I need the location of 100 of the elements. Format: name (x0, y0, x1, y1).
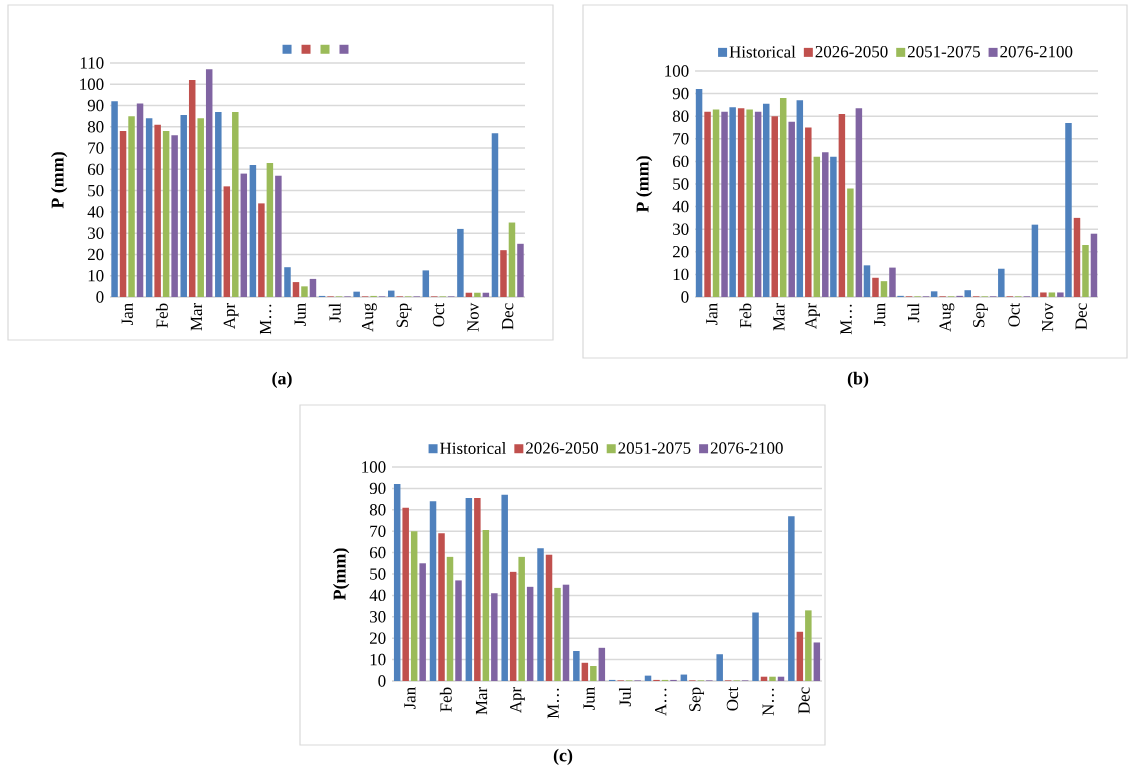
y-tick-label: 80 (87, 121, 104, 133)
bar (754, 111, 762, 297)
x-tick-label: M… (259, 304, 272, 335)
bar (111, 101, 118, 297)
bar (402, 507, 409, 681)
y-tick-label: 20 (369, 632, 386, 644)
bar (581, 662, 589, 681)
bar (573, 651, 580, 681)
y-tick-label: 20 (87, 248, 104, 261)
bar (128, 116, 135, 297)
x-tick-label: Sep (689, 687, 705, 712)
y-tick-label: 50 (370, 568, 386, 580)
bar (249, 165, 257, 297)
bar (275, 175, 282, 297)
bar (162, 131, 170, 297)
bar (889, 267, 896, 297)
bar (258, 203, 265, 297)
x-tick-label: Feb (439, 687, 452, 712)
bar (545, 554, 553, 681)
bar (813, 156, 821, 297)
bar (197, 118, 204, 297)
bar (215, 111, 222, 297)
bar (872, 277, 879, 297)
legend-label: 2051-2075 (907, 45, 980, 58)
bar (232, 111, 239, 297)
bar (205, 69, 213, 297)
x-tick-label: Jun (874, 303, 886, 326)
legend-label: 2051-2075 (618, 442, 691, 454)
y-tick-label: 30 (673, 223, 689, 235)
bar (762, 103, 770, 297)
x-tick-label: Jul (907, 303, 920, 323)
bar (136, 103, 144, 297)
y-tick-label: 30 (370, 611, 386, 623)
bar (508, 222, 516, 297)
bar (482, 530, 490, 681)
bar (171, 135, 178, 297)
bar (721, 111, 728, 297)
bar (779, 98, 787, 297)
y-tick-label: 20 (672, 246, 689, 258)
x-tick-label: A… (655, 688, 667, 716)
x-tick-label: Nov (1042, 302, 1054, 332)
bar (422, 270, 430, 297)
bar (145, 118, 153, 297)
x-tick-label: M… (547, 688, 559, 719)
bar (695, 89, 703, 297)
bar (500, 250, 507, 297)
bar (154, 124, 161, 297)
text: (a) (272, 371, 292, 389)
bar (309, 278, 317, 297)
x-tick-label: Apr (223, 302, 239, 329)
bar (796, 100, 804, 297)
bar (746, 109, 753, 297)
x-tick-label: Jul (328, 303, 341, 323)
x-tick-label: Sep (973, 303, 988, 328)
bar (752, 612, 759, 681)
x-tick-label: Apr (510, 686, 525, 713)
text: (b) (847, 371, 869, 389)
y-tick-label: 80 (672, 110, 689, 122)
bar (822, 152, 829, 297)
bar (457, 228, 464, 297)
x-tick-label: Mar (190, 302, 203, 331)
bar (518, 556, 525, 681)
bar (491, 133, 499, 297)
bar (1040, 292, 1047, 297)
x-tick-label: Mar (475, 686, 488, 715)
x-tick-label: Oct (432, 302, 445, 327)
bar (771, 116, 778, 297)
bar (1065, 122, 1072, 297)
legend-label: 2076-2100 (710, 442, 783, 454)
x-tick-label: Dec (798, 687, 810, 714)
y-tick-label: 70 (673, 133, 689, 145)
bar (716, 654, 723, 681)
bar (474, 498, 481, 681)
legend-label: 2026-2050 (815, 45, 888, 58)
bar (491, 593, 498, 681)
bar (554, 587, 561, 681)
legend-label: 2026-2050 (526, 442, 599, 454)
y-tick-label: 60 (672, 155, 689, 168)
y-tick-label: 110 (80, 57, 104, 69)
y-tick-label: 0 (681, 291, 689, 303)
bar (729, 107, 736, 297)
bar (796, 631, 804, 681)
y-tick-label: 100 (80, 78, 104, 90)
bar (737, 108, 745, 297)
bar (1048, 292, 1056, 297)
x-tick-label: N… (762, 688, 774, 716)
bar (813, 642, 821, 681)
x-tick-label: Jun (294, 303, 306, 326)
y-tick-label: 100 (362, 461, 386, 473)
bar (292, 282, 300, 297)
bar (517, 243, 524, 297)
bar (855, 108, 863, 297)
y-tick-label: 30 (88, 227, 104, 239)
bar (240, 173, 248, 297)
bar (266, 162, 274, 297)
y-tick-label: 90 (369, 482, 386, 495)
y-tick-label: 10 (88, 269, 104, 282)
bar (465, 498, 473, 681)
bar (769, 676, 776, 681)
bar (353, 291, 360, 297)
